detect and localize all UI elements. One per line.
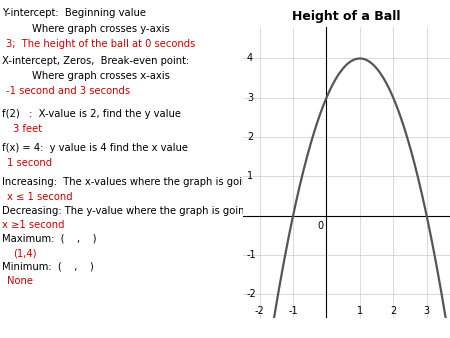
Text: x ≥1 second: x ≥1 second <box>2 220 65 231</box>
Text: Y-intercept:  Beginning value: Y-intercept: Beginning value <box>2 8 146 19</box>
Text: -2: -2 <box>247 289 257 299</box>
Text: 4: 4 <box>247 53 253 64</box>
Text: -1: -1 <box>288 306 298 316</box>
Text: 2: 2 <box>247 132 253 142</box>
Text: Maximum:  (    ,    ): Maximum: ( , ) <box>2 234 97 244</box>
Text: 1: 1 <box>357 306 363 316</box>
Text: -2: -2 <box>255 306 265 316</box>
Text: 2: 2 <box>390 306 396 316</box>
Text: (1,4): (1,4) <box>14 248 37 259</box>
Text: 3 feet: 3 feet <box>14 124 42 135</box>
Text: Where graph crosses y-axis: Where graph crosses y-axis <box>32 24 169 34</box>
Text: x ≤ 1 second: x ≤ 1 second <box>7 192 73 202</box>
Text: X-intercept, Zeros,  Break-even point:: X-intercept, Zeros, Break-even point: <box>2 56 190 66</box>
Text: 3: 3 <box>423 306 430 316</box>
Title: Height of a Ball: Height of a Ball <box>292 10 401 23</box>
Text: 3: 3 <box>247 93 253 103</box>
Text: 1: 1 <box>247 171 253 181</box>
Text: None: None <box>7 276 33 287</box>
Text: -1: -1 <box>247 250 256 260</box>
Text: -1 second and 3 seconds: -1 second and 3 seconds <box>6 86 130 96</box>
Text: f(2)   :  X-value is 2, find the y value: f(2) : X-value is 2, find the y value <box>2 109 181 119</box>
Text: Decreasing: The y-value where the graph is going down: Decreasing: The y-value where the graph … <box>2 206 281 216</box>
Text: Increasing:  The x-values where the graph is going up: Increasing: The x-values where the graph… <box>2 177 271 188</box>
Text: Where graph crosses x-axis: Where graph crosses x-axis <box>32 71 170 81</box>
Text: 0: 0 <box>317 221 324 232</box>
Text: 3;  The height of the ball at 0 seconds: 3; The height of the ball at 0 seconds <box>6 39 195 49</box>
Text: Minimum:  (    ,    ): Minimum: ( , ) <box>2 262 94 272</box>
Text: f(x) = 4:  y value is 4 find the x value: f(x) = 4: y value is 4 find the x value <box>2 143 189 153</box>
Text: 1 second: 1 second <box>7 158 52 168</box>
